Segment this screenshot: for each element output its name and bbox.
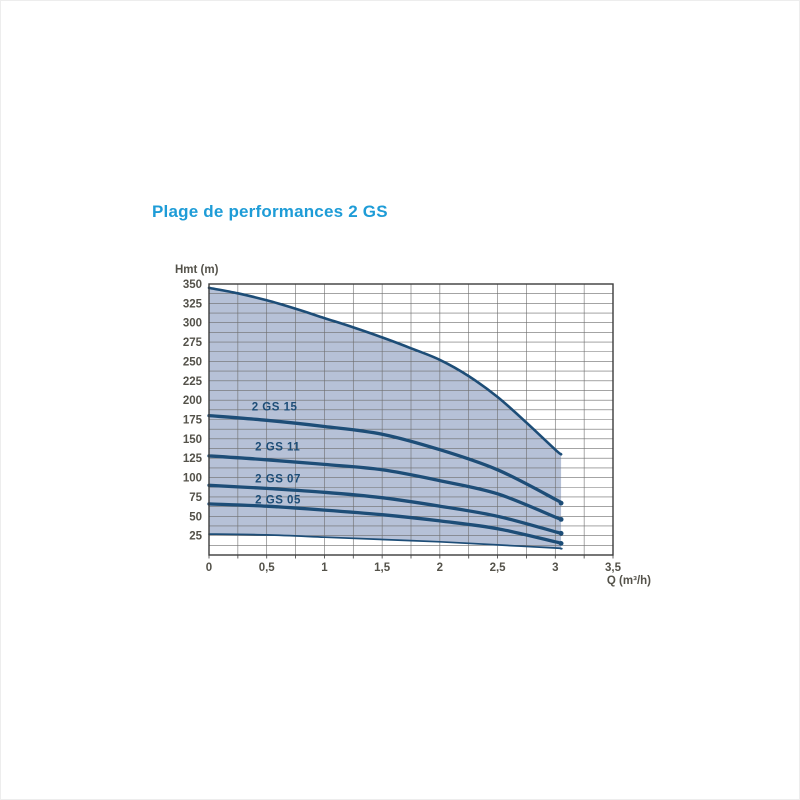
- x-tick-label: 3,5: [605, 562, 622, 574]
- performance-chart-svg: 2 GS 152 GS 112 GS 072 GS 05350325300275…: [175, 264, 651, 587]
- chart-title: Plage de performances 2 GS: [152, 202, 388, 221]
- y-tick-label: 325: [183, 298, 203, 310]
- y-tick-label: 100: [183, 473, 202, 485]
- y-axis-title: Hmt (m): [175, 264, 219, 276]
- x-tick-label: 0,5: [259, 562, 276, 574]
- y-tick-label: 350: [183, 279, 202, 291]
- pump-curve-2-gs-11: [207, 454, 564, 522]
- y-tick-label: 300: [183, 318, 202, 330]
- y-tick-label: 225: [183, 376, 203, 388]
- y-tick-label: 25: [189, 531, 202, 543]
- x-tick-label: 1,5: [374, 562, 391, 574]
- x-tick-label: 2: [437, 562, 443, 574]
- pump-curve-2-gs-11-endpoint: [558, 516, 564, 522]
- y-tick-label: 250: [183, 356, 202, 368]
- envelope-lower-curve: [208, 533, 563, 550]
- x-tick-label: 1: [321, 562, 328, 574]
- performance-envelope-region: [209, 287, 562, 549]
- y-tick-label: 150: [183, 434, 202, 446]
- curve-label-2-gs-11: 2 GS 11: [255, 442, 300, 454]
- y-tick-label: 75: [189, 492, 202, 504]
- pump-curve-2-gs-05: [207, 502, 564, 546]
- x-tick-label: 2,5: [490, 562, 507, 574]
- y-tick-label: 125: [183, 453, 203, 465]
- x-axis-tick-labels: 0 0,5 1 1,5 2 2,5 3 3,5: [206, 562, 622, 574]
- pump-curve-2-gs-15: [207, 413, 564, 505]
- curve-label-2-gs-15: 2 GS 15: [252, 401, 298, 413]
- pump-curve-2-gs-07: [207, 483, 564, 536]
- curve-label-2-gs-05: 2 GS 05: [255, 494, 301, 506]
- pump-curve-2-gs-15-endpoint: [558, 500, 564, 506]
- x-axis-ticks: [208, 555, 614, 559]
- pump-curve-2-gs-07-endpoint: [558, 530, 564, 536]
- x-tick-label: 0: [206, 562, 212, 574]
- envelope-upper-curve: [207, 286, 563, 456]
- y-tick-label: 175: [183, 415, 203, 427]
- y-axis-tick-labels: 350 325 300 275 250 225 200 175 150 125 100 75 50 25: [183, 279, 203, 543]
- curve-label-2-gs-07: 2 GS 07: [255, 473, 301, 485]
- y-tick-label: 50: [189, 511, 202, 523]
- pump-curve-2-gs-05-endpoint: [558, 540, 564, 546]
- x-tick-label: 3: [552, 562, 558, 574]
- y-tick-label: 200: [183, 395, 202, 407]
- x-axis-title: Q (m³/h): [607, 575, 651, 587]
- y-tick-label: 275: [183, 337, 203, 349]
